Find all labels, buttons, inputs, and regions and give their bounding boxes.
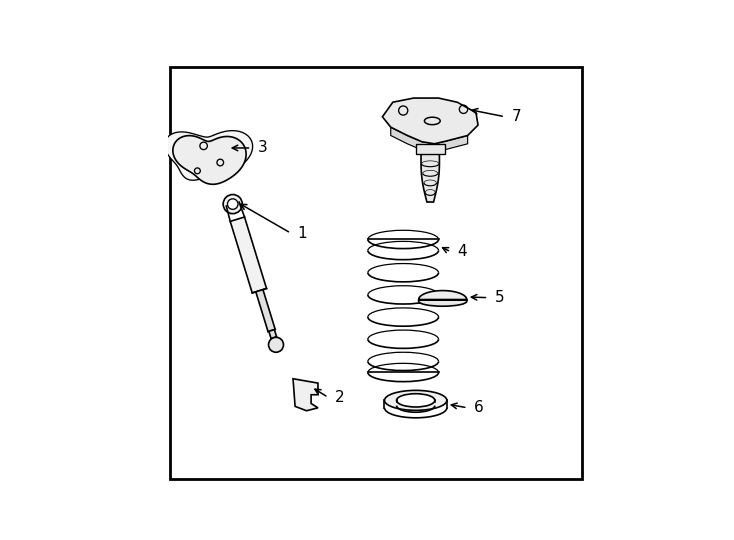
Text: 1: 1	[297, 226, 307, 241]
Text: 3: 3	[258, 140, 267, 156]
Polygon shape	[256, 289, 275, 332]
Polygon shape	[421, 154, 440, 202]
Circle shape	[223, 194, 242, 214]
Ellipse shape	[418, 296, 467, 306]
Text: 6: 6	[474, 400, 484, 415]
Text: 2: 2	[335, 390, 344, 405]
Polygon shape	[382, 98, 478, 144]
Circle shape	[269, 338, 283, 352]
Circle shape	[228, 199, 238, 210]
Polygon shape	[293, 379, 318, 411]
Polygon shape	[230, 217, 266, 293]
Polygon shape	[418, 291, 467, 300]
Ellipse shape	[385, 390, 447, 410]
Text: 7: 7	[512, 109, 521, 124]
Polygon shape	[415, 144, 445, 154]
Polygon shape	[172, 136, 246, 184]
Polygon shape	[269, 329, 277, 339]
Polygon shape	[164, 131, 252, 180]
Text: 5: 5	[495, 290, 504, 305]
Polygon shape	[390, 127, 468, 152]
Text: 4: 4	[457, 245, 467, 259]
Ellipse shape	[396, 394, 435, 407]
